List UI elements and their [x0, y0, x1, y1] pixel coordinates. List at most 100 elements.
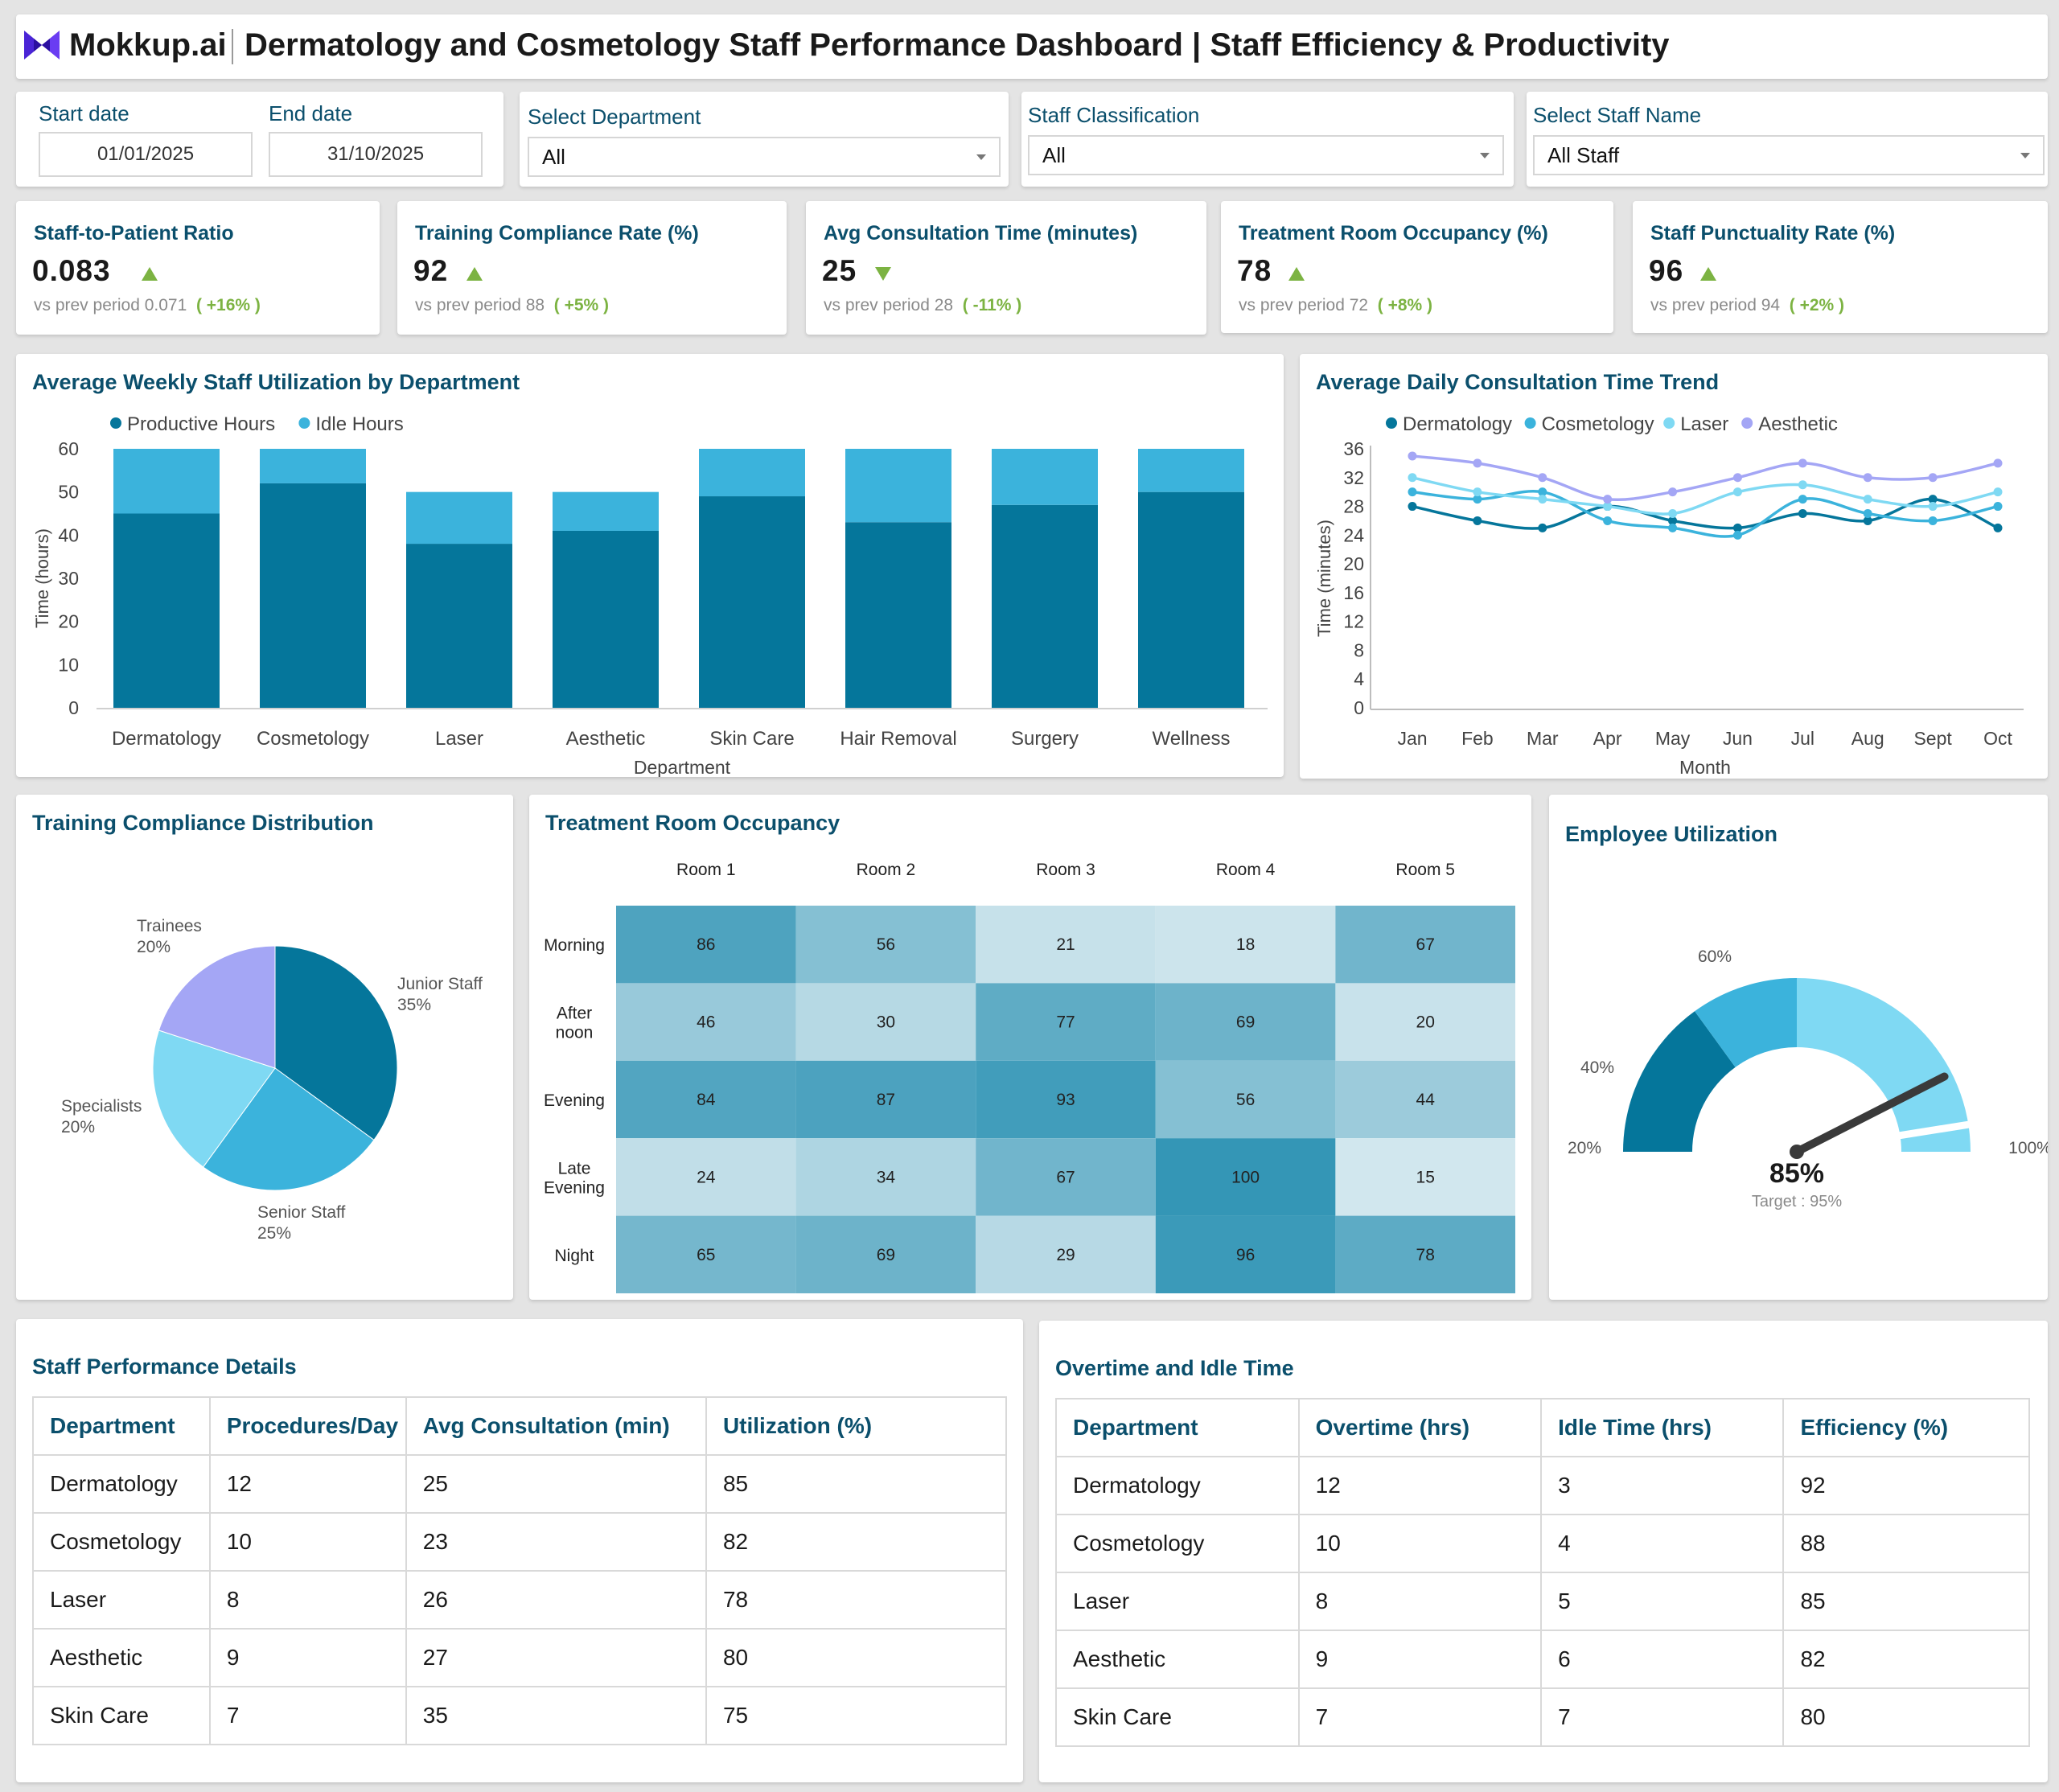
- heatmap-cell[interactable]: [1155, 1060, 1336, 1139]
- heatmap-cell[interactable]: [795, 983, 976, 1061]
- heatmap-cell[interactable]: [976, 983, 1156, 1061]
- data-point[interactable]: [1928, 495, 1938, 504]
- heatmap-cell[interactable]: [1155, 1138, 1336, 1216]
- data-point[interactable]: [1473, 516, 1482, 525]
- series-line[interactable]: [1412, 476, 1999, 516]
- heatmap-cell[interactable]: [616, 1138, 796, 1216]
- bar-segment[interactable]: [1138, 449, 1244, 492]
- staff-select[interactable]: All Staff: [1533, 135, 2045, 175]
- pie-slice[interactable]: [274, 945, 398, 1141]
- data-point[interactable]: [1863, 509, 1872, 518]
- table-row[interactable]: Laser 8 5 85: [1055, 1572, 2030, 1631]
- data-point[interactable]: [1668, 487, 1678, 497]
- bar-segment[interactable]: [406, 491, 512, 545]
- data-point[interactable]: [1603, 502, 1613, 512]
- pie-slice[interactable]: [158, 945, 276, 1069]
- heatmap-cell[interactable]: [616, 983, 796, 1061]
- table-row[interactable]: Skin Care 7 35 75: [32, 1686, 1008, 1745]
- heatmap-cell[interactable]: [976, 906, 1156, 984]
- table-row[interactable]: Cosmetology 10 4 88: [1055, 1514, 2030, 1573]
- column-header[interactable]: Avg Consultation (min): [405, 1396, 707, 1456]
- heatmap-cell[interactable]: [1155, 983, 1336, 1061]
- data-point[interactable]: [1732, 530, 1742, 540]
- heatmap-cell[interactable]: [1335, 1060, 1515, 1139]
- legend-item[interactable]: Dermatology: [1386, 413, 1512, 435]
- data-point[interactable]: [1603, 495, 1613, 504]
- heatmap-cell[interactable]: [976, 1060, 1156, 1139]
- data-point[interactable]: [1538, 495, 1547, 504]
- heatmap-cell[interactable]: [1155, 1215, 1336, 1293]
- heatmap-cell[interactable]: [1155, 906, 1336, 984]
- heatmap-cell[interactable]: [1335, 983, 1515, 1061]
- data-point[interactable]: [1993, 523, 2003, 532]
- data-point[interactable]: [1408, 451, 1417, 461]
- gauge-band[interactable]: [1695, 978, 1797, 1067]
- table-row[interactable]: Skin Care 7 7 80: [1055, 1687, 2030, 1747]
- heatmap-cell[interactable]: [1335, 906, 1515, 984]
- data-point[interactable]: [1408, 473, 1417, 483]
- data-point[interactable]: [1668, 516, 1678, 525]
- data-point[interactable]: [1928, 502, 1938, 512]
- heatmap-cell[interactable]: [795, 1138, 976, 1216]
- heatmap-cell[interactable]: [976, 1215, 1156, 1293]
- pie-slice[interactable]: [202, 1067, 375, 1191]
- data-point[interactable]: [1928, 516, 1938, 525]
- legend-item[interactable]: Laser: [1663, 413, 1728, 435]
- table-row[interactable]: Aesthetic 9 6 82: [1055, 1630, 2030, 1689]
- heatmap-cell[interactable]: [795, 1060, 976, 1139]
- table-row[interactable]: Dermatology 12 25 85: [32, 1454, 1008, 1514]
- data-point[interactable]: [1408, 487, 1417, 497]
- heatmap-cell[interactable]: [616, 1060, 796, 1139]
- legend-item[interactable]: Idle Hours: [298, 413, 404, 435]
- table-row[interactable]: Dermatology 12 3 92: [1055, 1456, 2030, 1515]
- data-point[interactable]: [1538, 487, 1547, 497]
- data-point[interactable]: [1668, 523, 1678, 532]
- data-point[interactable]: [1538, 523, 1547, 532]
- table-row[interactable]: Aesthetic 9 27 80: [32, 1628, 1008, 1687]
- bar-segment[interactable]: [699, 496, 805, 708]
- data-point[interactable]: [1668, 509, 1678, 518]
- bar-segment[interactable]: [699, 449, 805, 497]
- bar-segment[interactable]: [113, 513, 220, 709]
- data-point[interactable]: [1732, 473, 1742, 483]
- data-point[interactable]: [1732, 487, 1742, 497]
- brand-name[interactable]: Mokkup.ai: [69, 27, 227, 63]
- pie-slice[interactable]: [152, 1030, 276, 1168]
- heatmap-cell[interactable]: [795, 906, 976, 984]
- bar-segment[interactable]: [406, 544, 512, 708]
- legend-item[interactable]: Cosmetology: [1524, 413, 1654, 435]
- heatmap-cell[interactable]: [976, 1138, 1156, 1216]
- column-header[interactable]: Idle Time (hrs): [1540, 1398, 1785, 1457]
- data-point[interactable]: [1863, 495, 1872, 504]
- data-point[interactable]: [1798, 495, 1807, 504]
- data-point[interactable]: [1473, 487, 1482, 497]
- bar-segment[interactable]: [1138, 491, 1244, 708]
- data-point[interactable]: [1928, 473, 1938, 483]
- bar-segment[interactable]: [260, 483, 366, 708]
- bar-segment[interactable]: [260, 449, 366, 483]
- bar-segment[interactable]: [553, 530, 659, 708]
- heatmap-cell[interactable]: [616, 906, 796, 984]
- column-header[interactable]: Efficiency (%): [1782, 1398, 2030, 1457]
- series-line[interactable]: [1412, 454, 1999, 502]
- legend-item[interactable]: Aesthetic: [1741, 413, 1838, 435]
- bar-segment[interactable]: [845, 449, 951, 523]
- data-point[interactable]: [1473, 495, 1482, 504]
- column-header[interactable]: Utilization (%): [705, 1396, 1008, 1456]
- start-date-input[interactable]: 01/01/2025: [39, 132, 253, 177]
- gauge-band[interactable]: [1797, 978, 1971, 1152]
- data-point[interactable]: [1863, 473, 1872, 483]
- data-point[interactable]: [1993, 458, 2003, 468]
- data-point[interactable]: [1798, 480, 1807, 490]
- column-header[interactable]: Procedures/Day: [208, 1396, 407, 1456]
- series-line[interactable]: [1412, 497, 1999, 530]
- data-point[interactable]: [1863, 516, 1872, 525]
- data-point[interactable]: [1732, 523, 1742, 532]
- data-point[interactable]: [1473, 458, 1482, 468]
- classification-select[interactable]: All: [1028, 135, 1504, 175]
- column-header[interactable]: Department: [1055, 1398, 1300, 1457]
- bar-segment[interactable]: [553, 491, 659, 531]
- legend-item[interactable]: Productive Hours: [110, 413, 275, 435]
- gauge-band[interactable]: [1623, 1011, 1736, 1152]
- data-point[interactable]: [1538, 473, 1547, 483]
